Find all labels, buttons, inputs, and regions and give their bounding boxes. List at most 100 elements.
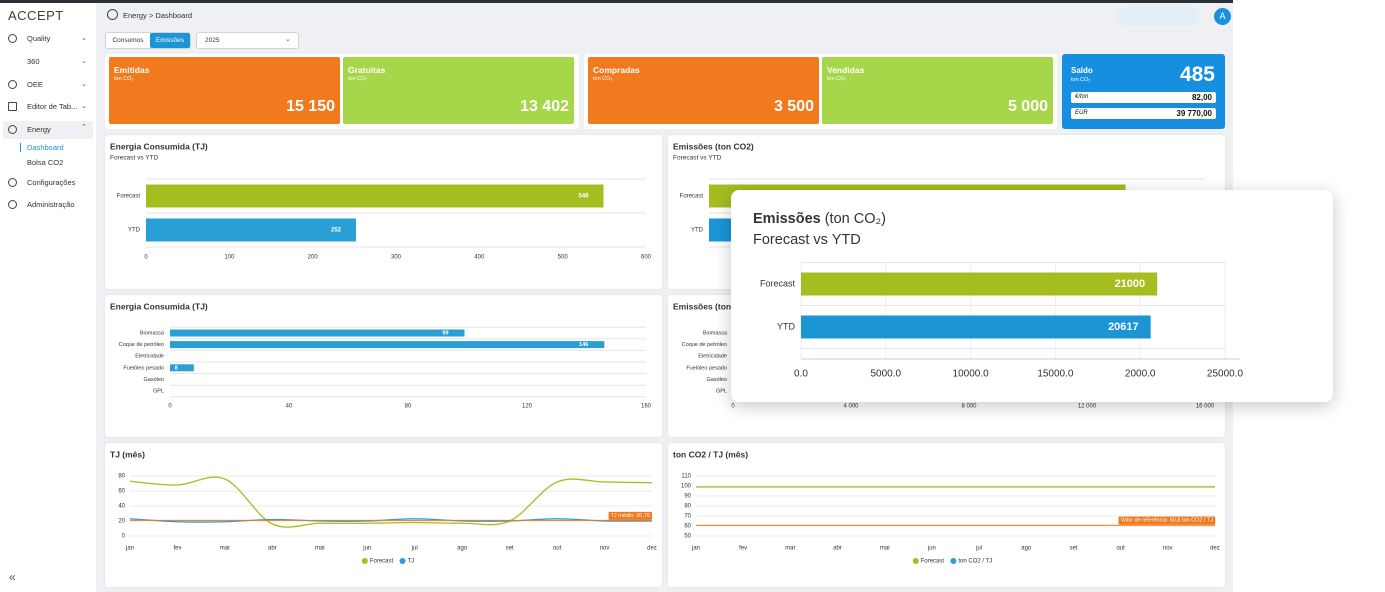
kpi-value: 5 000	[1007, 98, 1048, 115]
x-tick-label: jan	[125, 546, 134, 552]
y-tick-label: 70	[684, 514, 691, 520]
category-label: Forecast	[760, 278, 796, 288]
kpi-card: Emitidas ton CO₂ 15 150	[109, 57, 340, 124]
chart-card: Energia Consumida (TJ) Forecast vs YTD 0 10…	[105, 135, 662, 289]
chart-title: Emissões (ton CO₂)	[753, 211, 886, 227]
x-tick-label: set	[506, 546, 514, 552]
chart-subtitle: Forecast vs YTD	[753, 232, 861, 248]
saldo-value: 485	[1179, 63, 1215, 86]
x-tick-label: 0	[168, 404, 172, 410]
x-tick-label: 80	[405, 404, 412, 410]
value-label: 146	[579, 342, 588, 348]
chart: Energia Consumida (TJ) Forecast vs YTD 0 10…	[110, 141, 652, 261]
category-label: Eletricidade	[698, 354, 727, 360]
chevron: ⌄	[81, 103, 87, 110]
active-bg	[3, 121, 93, 139]
chevron: ⌄	[81, 35, 87, 42]
legend-label: Forecast	[370, 559, 394, 565]
legend-label: ton CO2 / TJ	[958, 559, 992, 565]
nav-item[interactable]: Energy	[27, 125, 51, 134]
bar	[170, 341, 605, 349]
nav-item[interactable]: Editor de Tab...	[27, 102, 78, 111]
x-tick-label: mar	[785, 546, 795, 552]
nav-subitem[interactable]: Bolsa CO2	[27, 158, 64, 167]
category-label: YTD	[691, 228, 704, 234]
x-tick-label: abr	[833, 546, 842, 552]
x-tick-label: 25000.0	[1207, 369, 1244, 380]
bar	[170, 329, 465, 337]
crumb[interactable]: Energy	[123, 11, 147, 20]
search[interactable]	[1117, 7, 1199, 25]
year: 2025	[205, 37, 220, 44]
x-tick-label: nov	[1163, 546, 1173, 552]
y-tick-label: 50	[684, 534, 691, 540]
chart-title: Emissões (ton CO2)	[673, 141, 754, 151]
title-main: Emissões	[753, 211, 821, 227]
category-label: Eletricidade	[135, 354, 164, 360]
year-select[interactable]: 2025 ⌄	[196, 32, 299, 49]
x-tick-label: jun	[362, 546, 371, 552]
nav-item[interactable]: Quality	[27, 34, 51, 43]
x-tick-label: 12 000	[1078, 404, 1097, 410]
saldo-title: Saldo	[1071, 66, 1093, 75]
reference-box	[1118, 516, 1216, 525]
legend-marker	[399, 558, 406, 564]
x-tick-label: 16 000	[1196, 404, 1215, 410]
nav-item[interactable]: Administração	[27, 200, 75, 209]
row-label: EUR	[1075, 110, 1088, 116]
x-tick-label: 8 000	[961, 404, 977, 410]
value-label: 8	[175, 365, 178, 371]
x-tick-label: 2000.0	[1125, 369, 1156, 380]
icon	[8, 200, 17, 209]
category-label: GPL	[153, 388, 164, 394]
avatar[interactable]: A	[1214, 8, 1231, 25]
tab[interactable]: Consumos	[112, 37, 144, 44]
top-line	[0, 0, 1233, 3]
chart-subtitle: Forecast vs YTD	[110, 155, 159, 162]
chart-title: Energia Consumida (TJ)	[110, 141, 208, 151]
x-tick-label: 5000.0	[871, 369, 902, 380]
logo: ACCEPT	[8, 8, 64, 23]
collapse[interactable]: «	[9, 570, 16, 584]
value-label: 20617	[1108, 321, 1139, 333]
x-tick-label: 400	[474, 255, 485, 261]
kpi-title: Compradas	[593, 65, 640, 75]
chart-title: TJ (mês)	[110, 449, 145, 459]
legend-marker	[912, 558, 919, 564]
nav-item[interactable]: 360	[27, 57, 40, 66]
nav-item[interactable]: OEE	[27, 80, 43, 89]
nav-item[interactable]: Configurações	[27, 178, 76, 187]
y-tick-label: 80	[684, 504, 691, 510]
x-tick-label: 0.0	[794, 369, 808, 380]
y-tick-label: 90	[684, 494, 691, 500]
kpi-unit: ton CO₂	[827, 76, 847, 82]
chart: Energia Consumida (TJ) 0 40 80 120 160 Biomass…	[110, 301, 652, 410]
value-label: 21000	[1115, 278, 1146, 290]
row-value: 39 770,00	[1176, 109, 1212, 118]
x-tick-label: jun	[927, 546, 936, 552]
x-tick-label: fev	[173, 546, 181, 552]
tab[interactable]: Emissões	[150, 33, 190, 48]
chart-title: Emissões (ton	[673, 301, 731, 311]
chart-card: Energia Consumida (TJ) 0 40 80 120 160 Biomass…	[105, 295, 662, 437]
reference-label: Valor de referência: 60,8 ton CO2 / TJ	[1121, 518, 1214, 524]
x-tick-label: mai	[880, 546, 890, 552]
y-tick-label: 60	[118, 489, 125, 495]
y-tick-label: 60	[684, 524, 691, 530]
x-tick-label: set	[1069, 546, 1077, 552]
x-tick-label: 15000.0	[1037, 369, 1074, 380]
kpi-value: 15 150	[286, 98, 335, 115]
x-tick-label: jan	[691, 546, 700, 552]
chart-subtitle: Forecast vs YTD	[673, 155, 722, 162]
kpi-value: 13 402	[520, 98, 569, 115]
x-tick-label: 4 000	[843, 404, 859, 410]
line	[129, 518, 653, 523]
y-tick-label: 0	[122, 534, 126, 540]
nav-subitem[interactable]: Dashboard	[27, 143, 64, 152]
chart-title: Energia Consumida (TJ)	[110, 301, 208, 311]
breadcrumb: Energy > Dashboard	[123, 11, 193, 20]
bar	[170, 364, 194, 372]
crumb: Dashboard	[155, 11, 193, 20]
x-tick-label: 40	[286, 404, 293, 410]
bar	[146, 218, 356, 242]
